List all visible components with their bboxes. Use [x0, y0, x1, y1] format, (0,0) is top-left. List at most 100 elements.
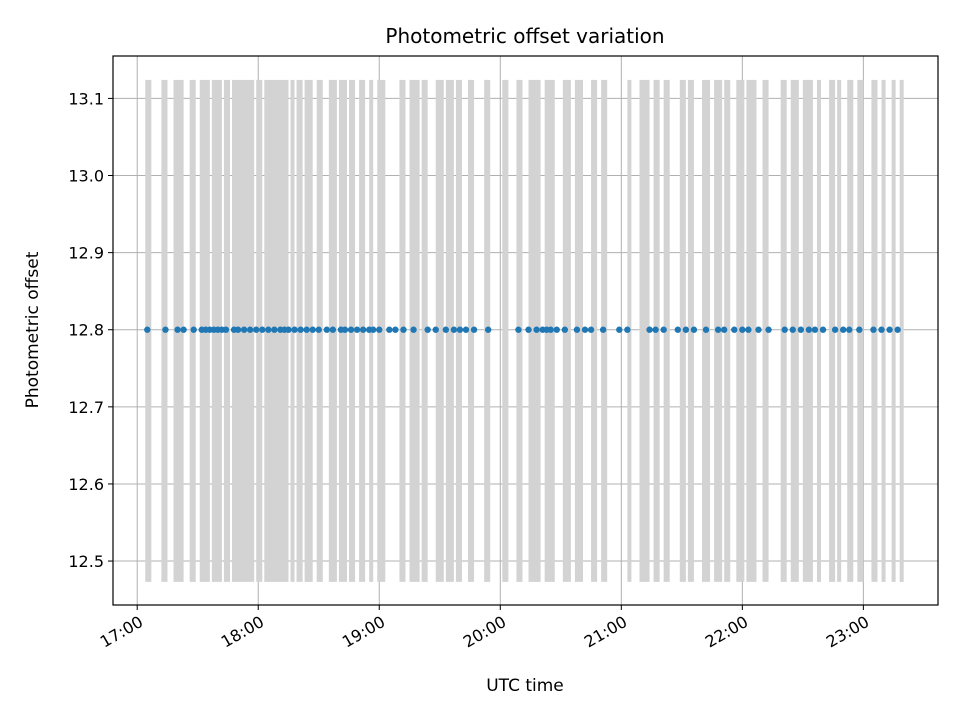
data-point: [573, 326, 581, 333]
data-point: [616, 326, 623, 333]
coverage-band: [679, 79, 686, 582]
data-point: [291, 326, 298, 333]
data-point: [309, 326, 316, 333]
data-point: [599, 326, 607, 333]
data-point: [870, 326, 877, 333]
data-point: [347, 326, 355, 333]
coverage-band: [468, 79, 475, 582]
x-tick-label: 19:00: [339, 612, 388, 652]
data-point: [515, 326, 522, 333]
data-point: [831, 326, 839, 333]
x-tick-label: 17:00: [97, 612, 146, 652]
coverage-band: [746, 79, 757, 582]
data-point: [846, 326, 853, 333]
data-point: [765, 326, 772, 333]
data-point: [731, 326, 738, 333]
data-point: [456, 326, 464, 333]
data-point: [234, 326, 242, 333]
data-point: [450, 326, 458, 333]
data-point: [739, 326, 746, 333]
data-point: [811, 326, 819, 333]
data-point: [400, 326, 407, 333]
data-point: [174, 326, 181, 333]
coverage-band: [256, 79, 263, 582]
data-point: [660, 326, 667, 333]
y-axis-label: Photometric offset: [23, 251, 43, 408]
data-point: [144, 326, 151, 333]
data-point: [162, 326, 169, 333]
y-tick-label: 13.1: [68, 89, 104, 108]
coverage-band: [502, 79, 509, 582]
data-point: [553, 326, 560, 333]
data-point: [470, 326, 478, 333]
y-tick-label: 12.6: [68, 475, 104, 494]
data-point: [805, 326, 813, 333]
data-point: [297, 326, 304, 333]
data-point: [353, 326, 361, 333]
data-point: [432, 326, 439, 333]
y-tick-label: 12.5: [68, 552, 104, 571]
y-tick-label: 13.0: [68, 167, 104, 186]
coverage-band: [724, 79, 731, 582]
data-point: [525, 326, 532, 333]
data-point: [462, 326, 470, 333]
data-point: [376, 326, 383, 333]
data-point: [271, 326, 278, 333]
data-point: [789, 326, 796, 333]
coverage-band: [837, 79, 842, 582]
data-point: [359, 326, 367, 333]
coverage-band: [591, 79, 598, 582]
data-point: [714, 326, 722, 333]
data-point: [878, 326, 885, 333]
x-tick-label: 22:00: [702, 612, 751, 652]
x-tick-label: 21:00: [581, 612, 630, 652]
data-point: [856, 326, 863, 333]
coverage-band: [445, 79, 454, 582]
data-point: [682, 326, 690, 333]
coverage-band: [816, 79, 822, 582]
data-point: [547, 326, 554, 333]
x-axis-ticks: 17:00 18:00 19:00 20:00 21:00 22:00 23:00: [97, 605, 872, 652]
data-point: [720, 326, 728, 333]
data-point: [755, 326, 762, 333]
data-point: [646, 326, 653, 333]
data-point: [797, 326, 805, 333]
coverage-band: [663, 79, 670, 582]
y-axis-ticks: 12.5 12.6 12.7 12.8 12.9 13.0 13.1: [68, 89, 113, 571]
data-point: [329, 326, 337, 333]
coverage-band: [762, 79, 769, 582]
chart-title: Photometric offset variation: [385, 24, 664, 48]
data-point: [265, 326, 272, 333]
data-point: [674, 326, 681, 333]
data-point: [690, 326, 698, 333]
data-point: [190, 326, 197, 333]
x-tick-label: 23:00: [823, 612, 872, 652]
x-tick-label: 20:00: [460, 612, 509, 652]
coverage-band: [891, 79, 896, 582]
data-point: [484, 326, 492, 333]
data-point: [702, 326, 710, 333]
data-point: [323, 326, 331, 333]
data-point: [587, 326, 595, 333]
data-point: [180, 326, 187, 333]
data-point: [315, 326, 322, 333]
data-point: [886, 326, 893, 333]
coverage-band: [435, 79, 444, 582]
y-tick-label: 12.7: [68, 398, 104, 417]
data-point: [839, 326, 847, 333]
data-point: [745, 326, 752, 333]
coverage-band: [639, 79, 650, 582]
data-point: [285, 326, 292, 333]
data-point: [410, 326, 417, 333]
data-point: [253, 326, 260, 333]
coverage-band: [899, 79, 904, 582]
coverage-band: [421, 79, 428, 582]
x-tick-label: 18:00: [218, 612, 267, 652]
coverage-band: [829, 79, 836, 582]
data-point: [424, 326, 431, 333]
data-point: [222, 326, 230, 333]
coverage-band: [687, 79, 694, 582]
data-point: [442, 326, 450, 333]
y-tick-label: 12.8: [68, 321, 104, 340]
data-point: [561, 326, 569, 333]
